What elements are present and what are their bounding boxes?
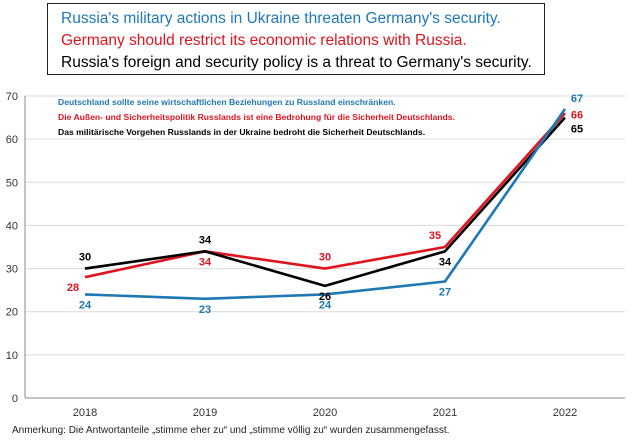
legend-entry: Deutschland sollte seine wirtschaftliche…	[58, 97, 396, 107]
legend-line-3: Russia's foreign and security policy is …	[61, 54, 532, 71]
data-label: 30	[79, 252, 91, 264]
data-label: 24	[319, 299, 332, 311]
y-tick-label: 60	[6, 134, 18, 146]
x-tick-label: 2021	[433, 407, 457, 419]
data-label: 28	[67, 282, 79, 294]
y-tick-label: 20	[6, 307, 18, 319]
data-label: 67	[571, 93, 583, 105]
series-line	[84, 108, 567, 301]
x-tick-label: 2020	[313, 407, 337, 419]
series-line	[84, 112, 566, 279]
y-tick-label: 30	[6, 264, 18, 276]
x-tick-label: 2018	[73, 407, 97, 419]
legend-entry: Das militärische Vorgehen Russlands in d…	[58, 127, 425, 137]
legend-entry: Die Außen- und Sicherheitspolitik Russla…	[58, 112, 455, 122]
data-label: 26	[319, 291, 331, 303]
data-labels: 24 23 24 27 67 28 34 30 35 66 30 34 26 34 65	[67, 93, 583, 316]
footnote: Anmerkung: Die Antwortanteile „stimme eh…	[12, 425, 450, 436]
y-tick-label: 50	[6, 177, 18, 189]
y-tick-label: 10	[6, 350, 18, 362]
legend-line-1: Russia's military actions in Ukraine thr…	[61, 10, 501, 27]
chart-legend: Deutschland sollte seine wirtschaftliche…	[58, 97, 455, 137]
legend-line-2: Germany should restrict its economic rel…	[61, 32, 467, 49]
x-tick-label: 2019	[193, 407, 217, 419]
data-label: 23	[199, 304, 211, 316]
data-label: 65	[571, 124, 583, 136]
y-tick-label: 0	[12, 393, 18, 405]
x-tick-label: 2022	[553, 407, 577, 419]
data-label: 34	[199, 256, 212, 268]
y-tick-label: 70	[6, 91, 18, 103]
data-label: 66	[571, 109, 583, 121]
axes: 0 10 20 30 40 50 60 70 2018 2019 2020 2021 2022	[6, 91, 625, 419]
data-label: 35	[429, 230, 441, 242]
translation-legend-box: Russia's military actions in Ukraine thr…	[47, 3, 545, 75]
data-label: 24	[79, 299, 92, 311]
data-label: 34	[439, 256, 452, 268]
data-label: 34	[199, 234, 212, 246]
data-label: 27	[439, 287, 451, 299]
data-label: 30	[319, 252, 331, 264]
series-line	[84, 116, 566, 288]
series-lines	[84, 108, 567, 301]
y-tick-label: 40	[6, 220, 18, 232]
